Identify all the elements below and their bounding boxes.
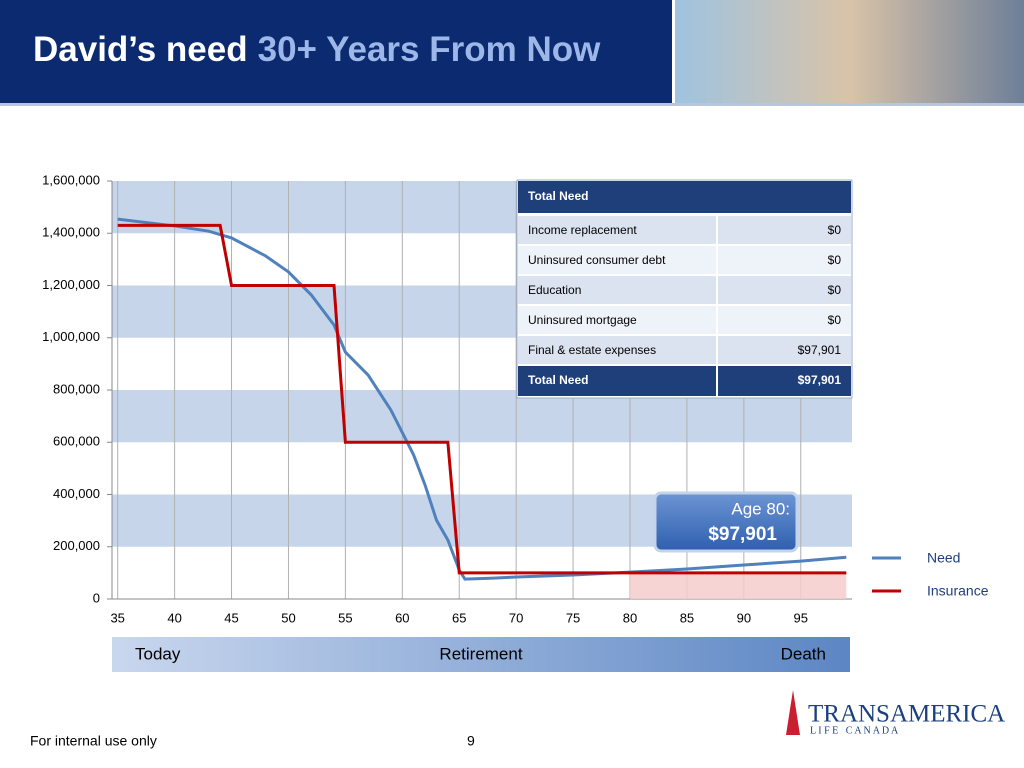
table-value: $0 <box>828 223 842 237</box>
table-cell <box>718 336 851 364</box>
y-tick-label: 400,000 <box>53 486 100 501</box>
annotation-text: $97,901 <box>708 524 777 545</box>
x-tick-label: 95 <box>794 610 808 625</box>
y-tick-label: 600,000 <box>53 434 100 449</box>
x-tick-label: 75 <box>566 610 580 625</box>
header-rule <box>0 103 1024 106</box>
table-cell <box>518 306 716 334</box>
table-cell <box>518 276 716 304</box>
table-cell <box>718 306 851 334</box>
x-tick-label: 60 <box>395 610 409 625</box>
table-cell <box>518 246 716 274</box>
header-band <box>0 0 672 103</box>
table-value: $0 <box>828 283 842 297</box>
band <box>112 390 852 443</box>
timeline-label: Retirement <box>439 644 522 663</box>
table-total-label: Total Need <box>528 373 588 387</box>
timeline-bar <box>112 637 850 672</box>
x-tick-label: 40 <box>167 610 181 625</box>
series-line <box>117 223 847 575</box>
footer-note: For internal use only <box>30 733 157 749</box>
x-tick-label: 65 <box>452 610 466 625</box>
table-value: $97,901 <box>798 343 842 357</box>
x-tick-label: 70 <box>509 610 523 625</box>
x-tick-label: 85 <box>680 610 694 625</box>
x-tick-label: 90 <box>737 610 751 625</box>
table-header <box>518 181 851 213</box>
y-tick-label: 1,600,000 <box>42 172 100 187</box>
table-label: Education <box>528 283 581 297</box>
annotation-box <box>653 491 799 553</box>
y-tick-label: 800,000 <box>53 381 100 396</box>
plot: 0 200,000 400,000 600,000 800,000 1,000,000 1,… <box>42 172 989 625</box>
table-total <box>518 366 716 396</box>
x-tick-label: 35 <box>110 610 124 625</box>
x-tick-label: 45 <box>224 610 238 625</box>
table-label: Final & estate expenses <box>528 343 656 357</box>
x-tick-label: 55 <box>338 610 352 625</box>
table-label: Income replacement <box>528 223 637 237</box>
logo-name: TRANSAMERICA <box>808 701 1005 728</box>
legend-label: Need <box>927 550 960 566</box>
table-cell <box>518 216 716 244</box>
annotation-text: Age 80: <box>731 499 790 518</box>
logo-icon <box>786 690 800 735</box>
title: David’s need 30+ Years From Now <box>33 30 601 69</box>
table-label: Uninsured consumer debt <box>528 253 666 267</box>
header-photo <box>675 0 1024 103</box>
table-value: $0 <box>828 313 842 327</box>
highlight <box>630 572 847 599</box>
title-main: David’s need <box>33 30 248 69</box>
y-tick-label: 1,400,000 <box>42 225 100 240</box>
table-title: Total Need <box>528 189 588 203</box>
legend-label: Insurance <box>927 583 989 599</box>
timeline-label: Today <box>135 644 181 663</box>
table-cell <box>718 246 851 274</box>
table-cell <box>518 336 716 364</box>
title-highlight: 30+ Years From Now <box>258 30 601 69</box>
table-value: $0 <box>828 253 842 267</box>
x-tick-label: 80 <box>623 610 637 625</box>
table-cell <box>718 276 851 304</box>
logo-sub: L I F E C A N A D A <box>810 725 899 736</box>
page-number: 9 <box>467 733 475 749</box>
timeline-label: Death <box>781 644 826 663</box>
y-tick-label: 200,000 <box>53 538 100 553</box>
y-tick-label: 1,000,000 <box>42 329 100 344</box>
y-tick-label: 0 <box>93 590 100 605</box>
table-total <box>718 366 851 396</box>
table-label: Uninsured mortgage <box>528 313 637 327</box>
y-tick-label: 1,200,000 <box>42 277 100 292</box>
table-cell <box>718 216 851 244</box>
table-total-value: $97,901 <box>798 373 842 387</box>
x-tick-label: 50 <box>281 610 295 625</box>
